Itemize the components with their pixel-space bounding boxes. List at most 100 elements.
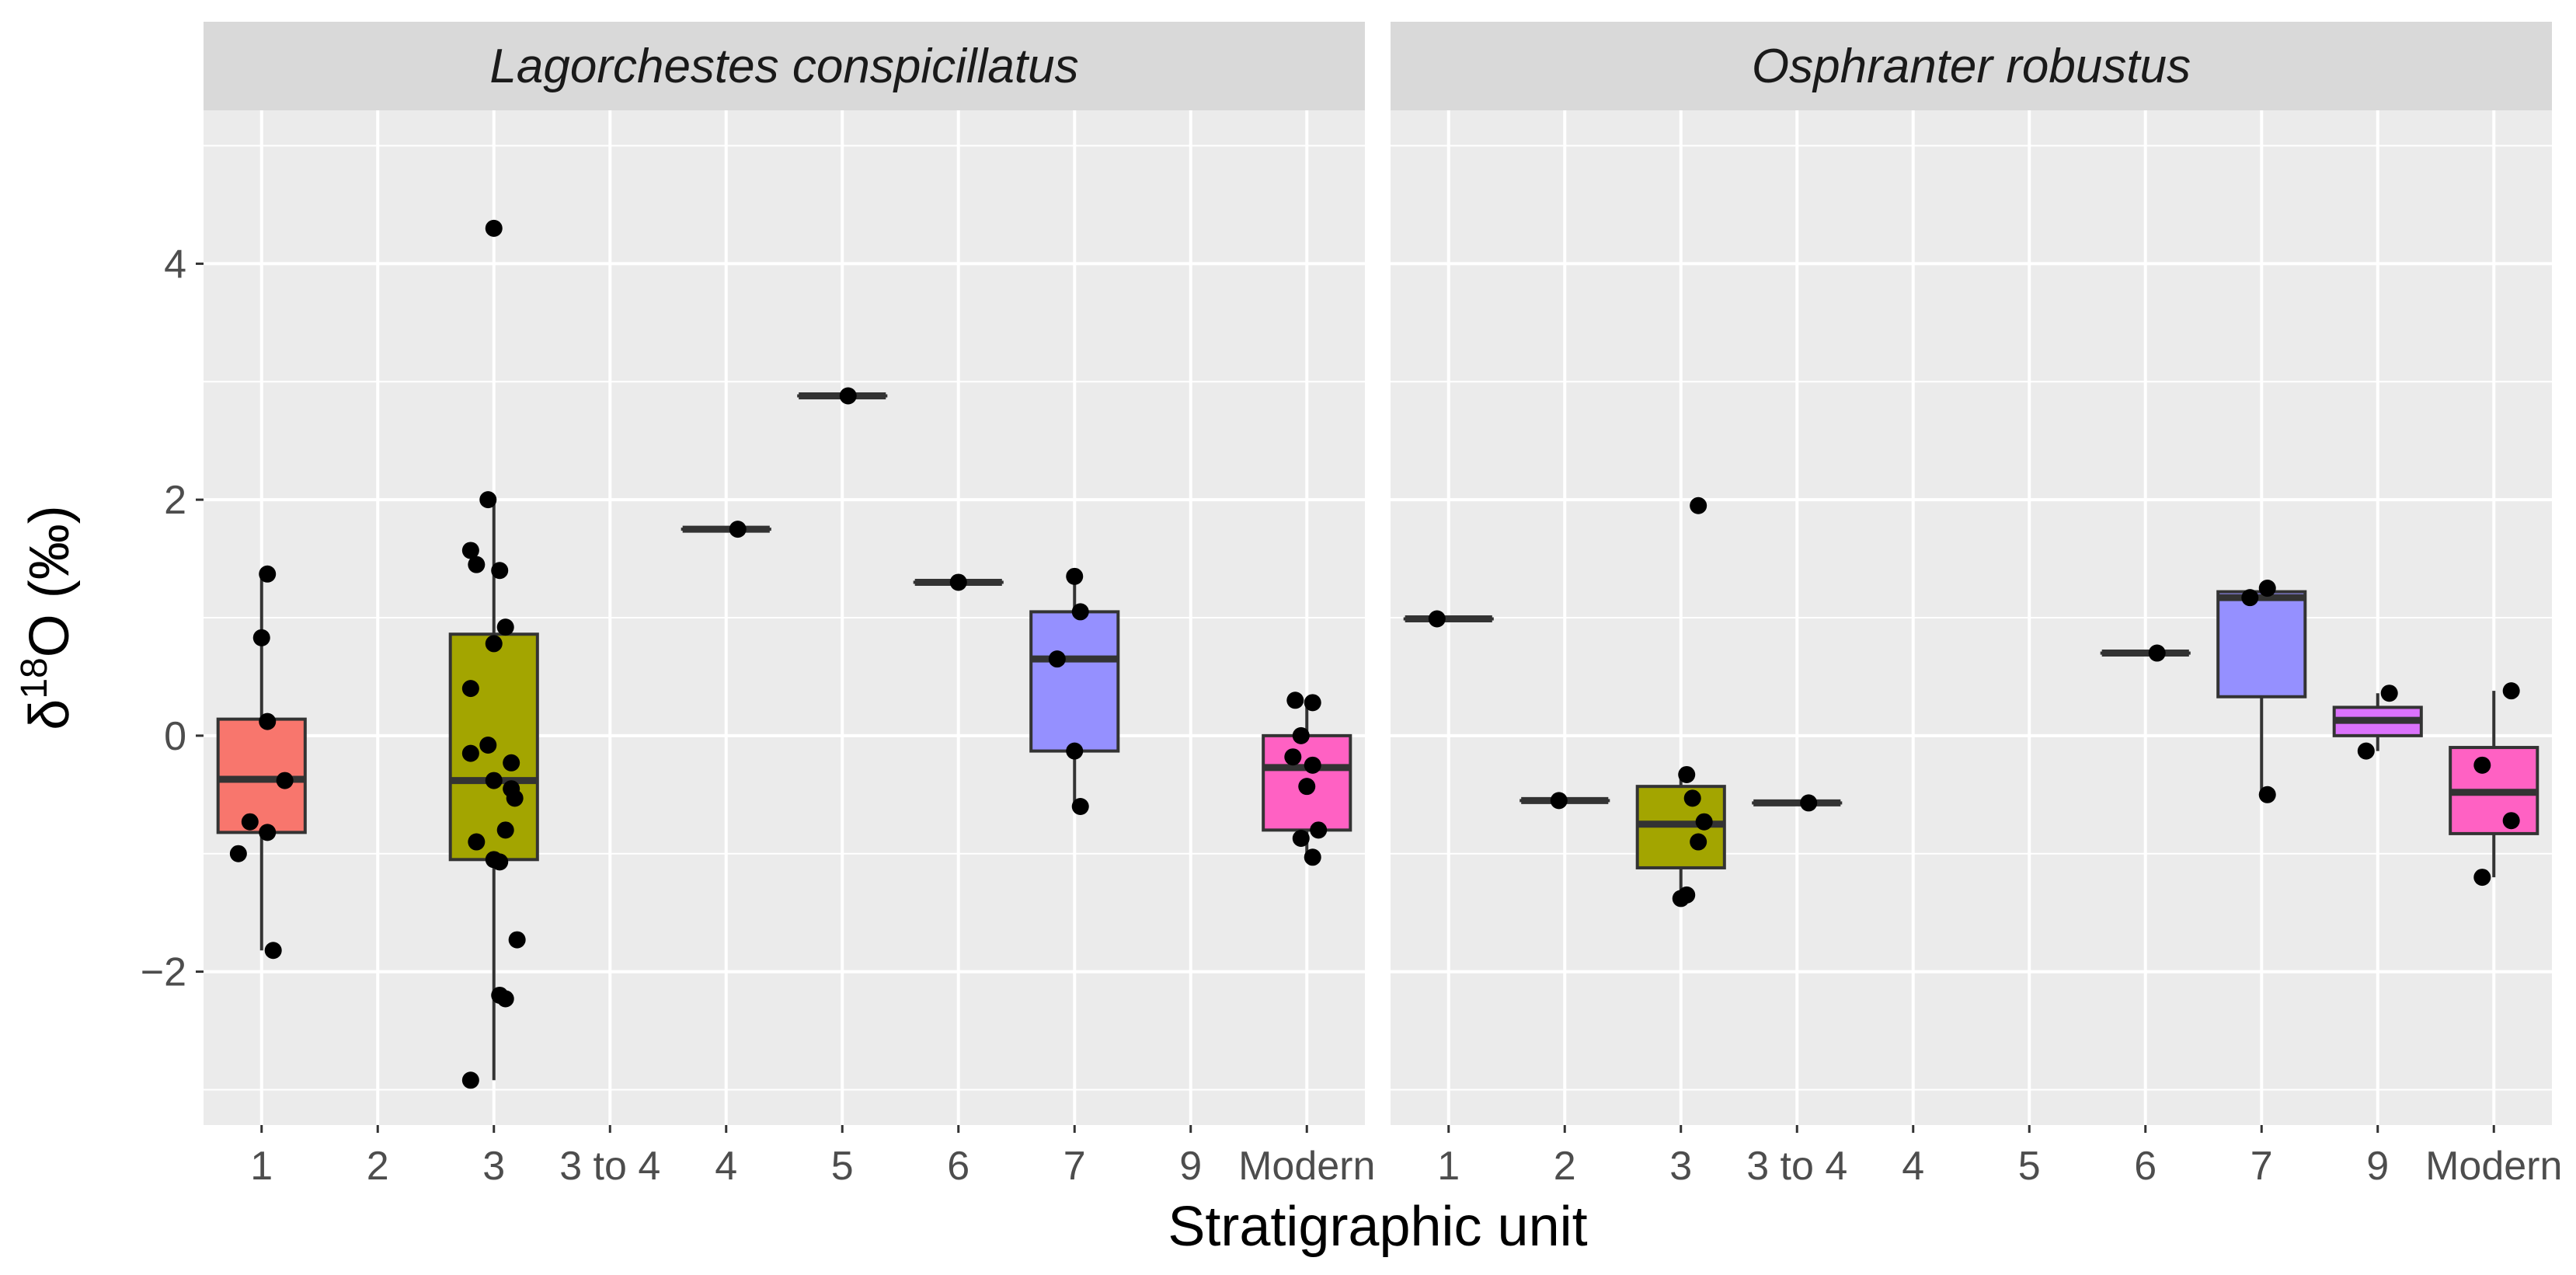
facet-title: Lagorchestes conspicillatus	[489, 40, 1078, 93]
x-tick-label: 9	[2366, 1144, 2389, 1189]
panel-osphranter: Osphranter robustus 1 2 3 3 to 4 4 5 6 7 9 Modern	[1391, 22, 2562, 1189]
boxplot-7	[1029, 567, 1120, 815]
boxplot-3	[448, 219, 539, 1089]
y-tick-label: 0	[164, 714, 186, 759]
data-point	[508, 931, 526, 949]
data-point	[491, 853, 509, 871]
y-title-superscript: 18	[14, 657, 55, 698]
data-point	[252, 629, 270, 646]
data-point	[2502, 682, 2520, 700]
box	[2216, 590, 2307, 698]
data-point	[468, 556, 486, 573]
data-point	[1550, 792, 1568, 810]
data-point	[1800, 794, 1818, 812]
x-tick-label: 1	[250, 1144, 273, 1189]
data-point	[1672, 890, 1690, 907]
data-point	[1071, 797, 1089, 815]
data-point	[1066, 567, 1084, 585]
data-point	[1048, 650, 1066, 668]
data-point	[2502, 812, 2520, 830]
data-point	[2357, 742, 2375, 760]
x-tick-label: 5	[2018, 1144, 2041, 1189]
facet-title: Osphranter robustus	[1752, 40, 2191, 93]
x-tick-label: 3	[1669, 1144, 1692, 1189]
x-tick-label: 4	[715, 1144, 737, 1189]
x-tick-label: 7	[1063, 1144, 1086, 1189]
data-point	[264, 942, 282, 960]
x-tick-label: 7	[2251, 1144, 2273, 1189]
y-title-prefix: δ	[19, 699, 81, 730]
data-point	[496, 618, 514, 636]
x-tick-label: 9	[1179, 1144, 1202, 1189]
boxplot-6	[913, 573, 1004, 591]
y-tick-label: 4	[164, 242, 186, 287]
data-point	[729, 521, 747, 538]
boxplot-modern	[1262, 691, 1352, 866]
data-point	[1428, 610, 1446, 628]
data-point	[1292, 726, 1310, 744]
data-point	[461, 744, 479, 762]
data-point	[1310, 821, 1328, 839]
data-point	[2473, 869, 2491, 887]
data-point	[2148, 644, 2166, 662]
boxplot-2	[1519, 792, 1610, 810]
data-point	[506, 789, 524, 807]
data-point	[276, 772, 294, 789]
x-tick-label: 2	[367, 1144, 389, 1189]
data-point	[229, 845, 247, 862]
x-tick-label: 6	[2134, 1144, 2157, 1189]
boxplot-3	[1635, 496, 1726, 907]
boxplot-9	[2332, 685, 2423, 760]
data-point	[1071, 603, 1089, 621]
data-point	[485, 219, 503, 237]
x-tick-label: 2	[1554, 1144, 1576, 1189]
data-point	[468, 833, 486, 851]
data-point	[496, 990, 514, 1008]
y-axis-title: δ18O (‰)	[14, 505, 81, 730]
data-point	[259, 824, 277, 841]
x-axis-title: Stratigraphic unit	[1168, 1196, 1587, 1258]
data-point	[503, 754, 520, 772]
data-point	[496, 821, 514, 839]
x-tick-label: 3 to 4	[1746, 1144, 1847, 1189]
data-point	[259, 712, 277, 730]
x-tick-label: 4	[1902, 1144, 1924, 1189]
data-point	[479, 491, 497, 509]
data-point	[1678, 765, 1696, 783]
data-point	[479, 737, 497, 754]
boxplot-4	[681, 521, 771, 538]
data-point	[2380, 685, 2398, 702]
y-tick-label: 2	[164, 478, 186, 523]
y-tick-label: −2	[141, 950, 186, 995]
box	[1029, 610, 1120, 753]
data-point	[1695, 813, 1713, 831]
boxplot-1	[1403, 610, 1494, 628]
facet-strip	[204, 22, 1365, 110]
x-tick-label: 6	[947, 1144, 969, 1189]
boxplot-3-to-4	[1752, 794, 1843, 812]
x-tick-label: 1	[1437, 1144, 1460, 1189]
data-point	[1304, 848, 1321, 866]
data-point	[1304, 694, 1321, 712]
data-point	[491, 562, 509, 580]
boxplot-1	[216, 565, 307, 960]
x-tick-label: 3 to 4	[559, 1144, 660, 1189]
data-point	[461, 680, 479, 698]
data-point	[2258, 580, 2276, 597]
data-point	[2473, 756, 2491, 774]
x-tick-label: Modern	[1238, 1144, 1375, 1189]
data-point	[1292, 829, 1310, 847]
data-point	[241, 813, 259, 831]
boxplot-modern	[2449, 682, 2539, 887]
facet-strip	[1391, 22, 2552, 110]
data-point	[2258, 786, 2276, 803]
y-title-suffix: O (‰)	[19, 505, 81, 657]
boxplot-7	[2216, 580, 2307, 803]
data-point	[1690, 833, 1707, 851]
data-point	[949, 573, 967, 591]
data-point	[1304, 756, 1321, 774]
boxplot-6	[2100, 644, 2191, 662]
box	[216, 717, 307, 834]
boxplot-5	[797, 387, 888, 405]
